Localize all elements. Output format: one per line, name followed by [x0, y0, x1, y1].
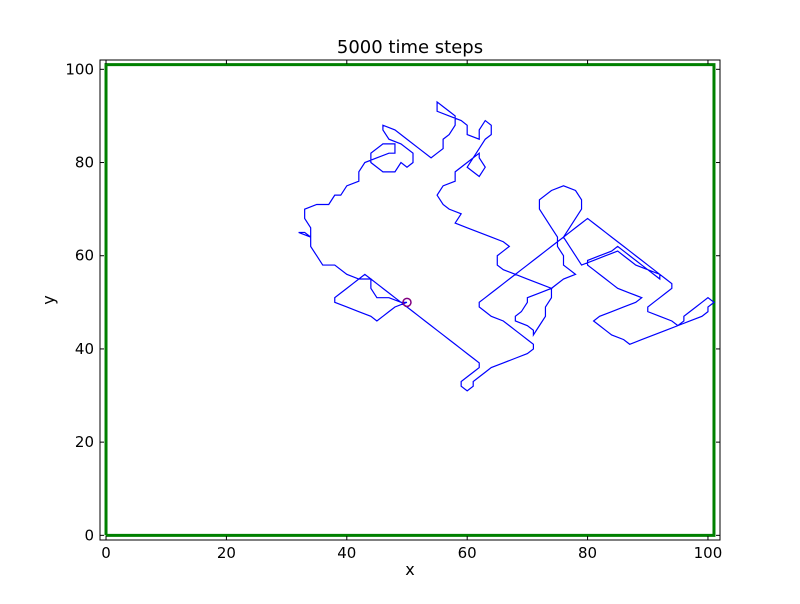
- start-marker: [402, 297, 412, 308]
- x-tick-label: 0: [101, 544, 111, 562]
- x-tick-label: 80: [578, 544, 597, 562]
- y-tick-label: 0: [84, 526, 94, 544]
- random-walk-path: [298, 100, 715, 392]
- x-tick-label: 100: [694, 544, 723, 562]
- y-axis-ticks: 0 20 40 60 80 100: [65, 60, 720, 544]
- marker-layer: [402, 297, 412, 308]
- series-layer: [104, 63, 716, 537]
- y-tick-label: 60: [75, 247, 94, 265]
- chart-title: 5000 time steps: [337, 37, 483, 58]
- y-tick-label: 80: [75, 154, 94, 172]
- y-tick-label: 100: [65, 60, 94, 78]
- y-tick-label: 20: [75, 433, 94, 451]
- x-tick-label: 40: [337, 544, 356, 562]
- y-tick-label: 40: [75, 340, 94, 358]
- boundary-line: [104, 63, 716, 537]
- plot-frame: [99, 59, 721, 541]
- x-axis-ticks: 0 20 40 60 80 100: [101, 60, 722, 562]
- x-tick-label: 60: [458, 544, 477, 562]
- y-axis-label: y: [39, 295, 58, 304]
- x-axis-label: x: [405, 560, 414, 579]
- plot-area: [99, 59, 721, 541]
- x-tick-label: 20: [217, 544, 236, 562]
